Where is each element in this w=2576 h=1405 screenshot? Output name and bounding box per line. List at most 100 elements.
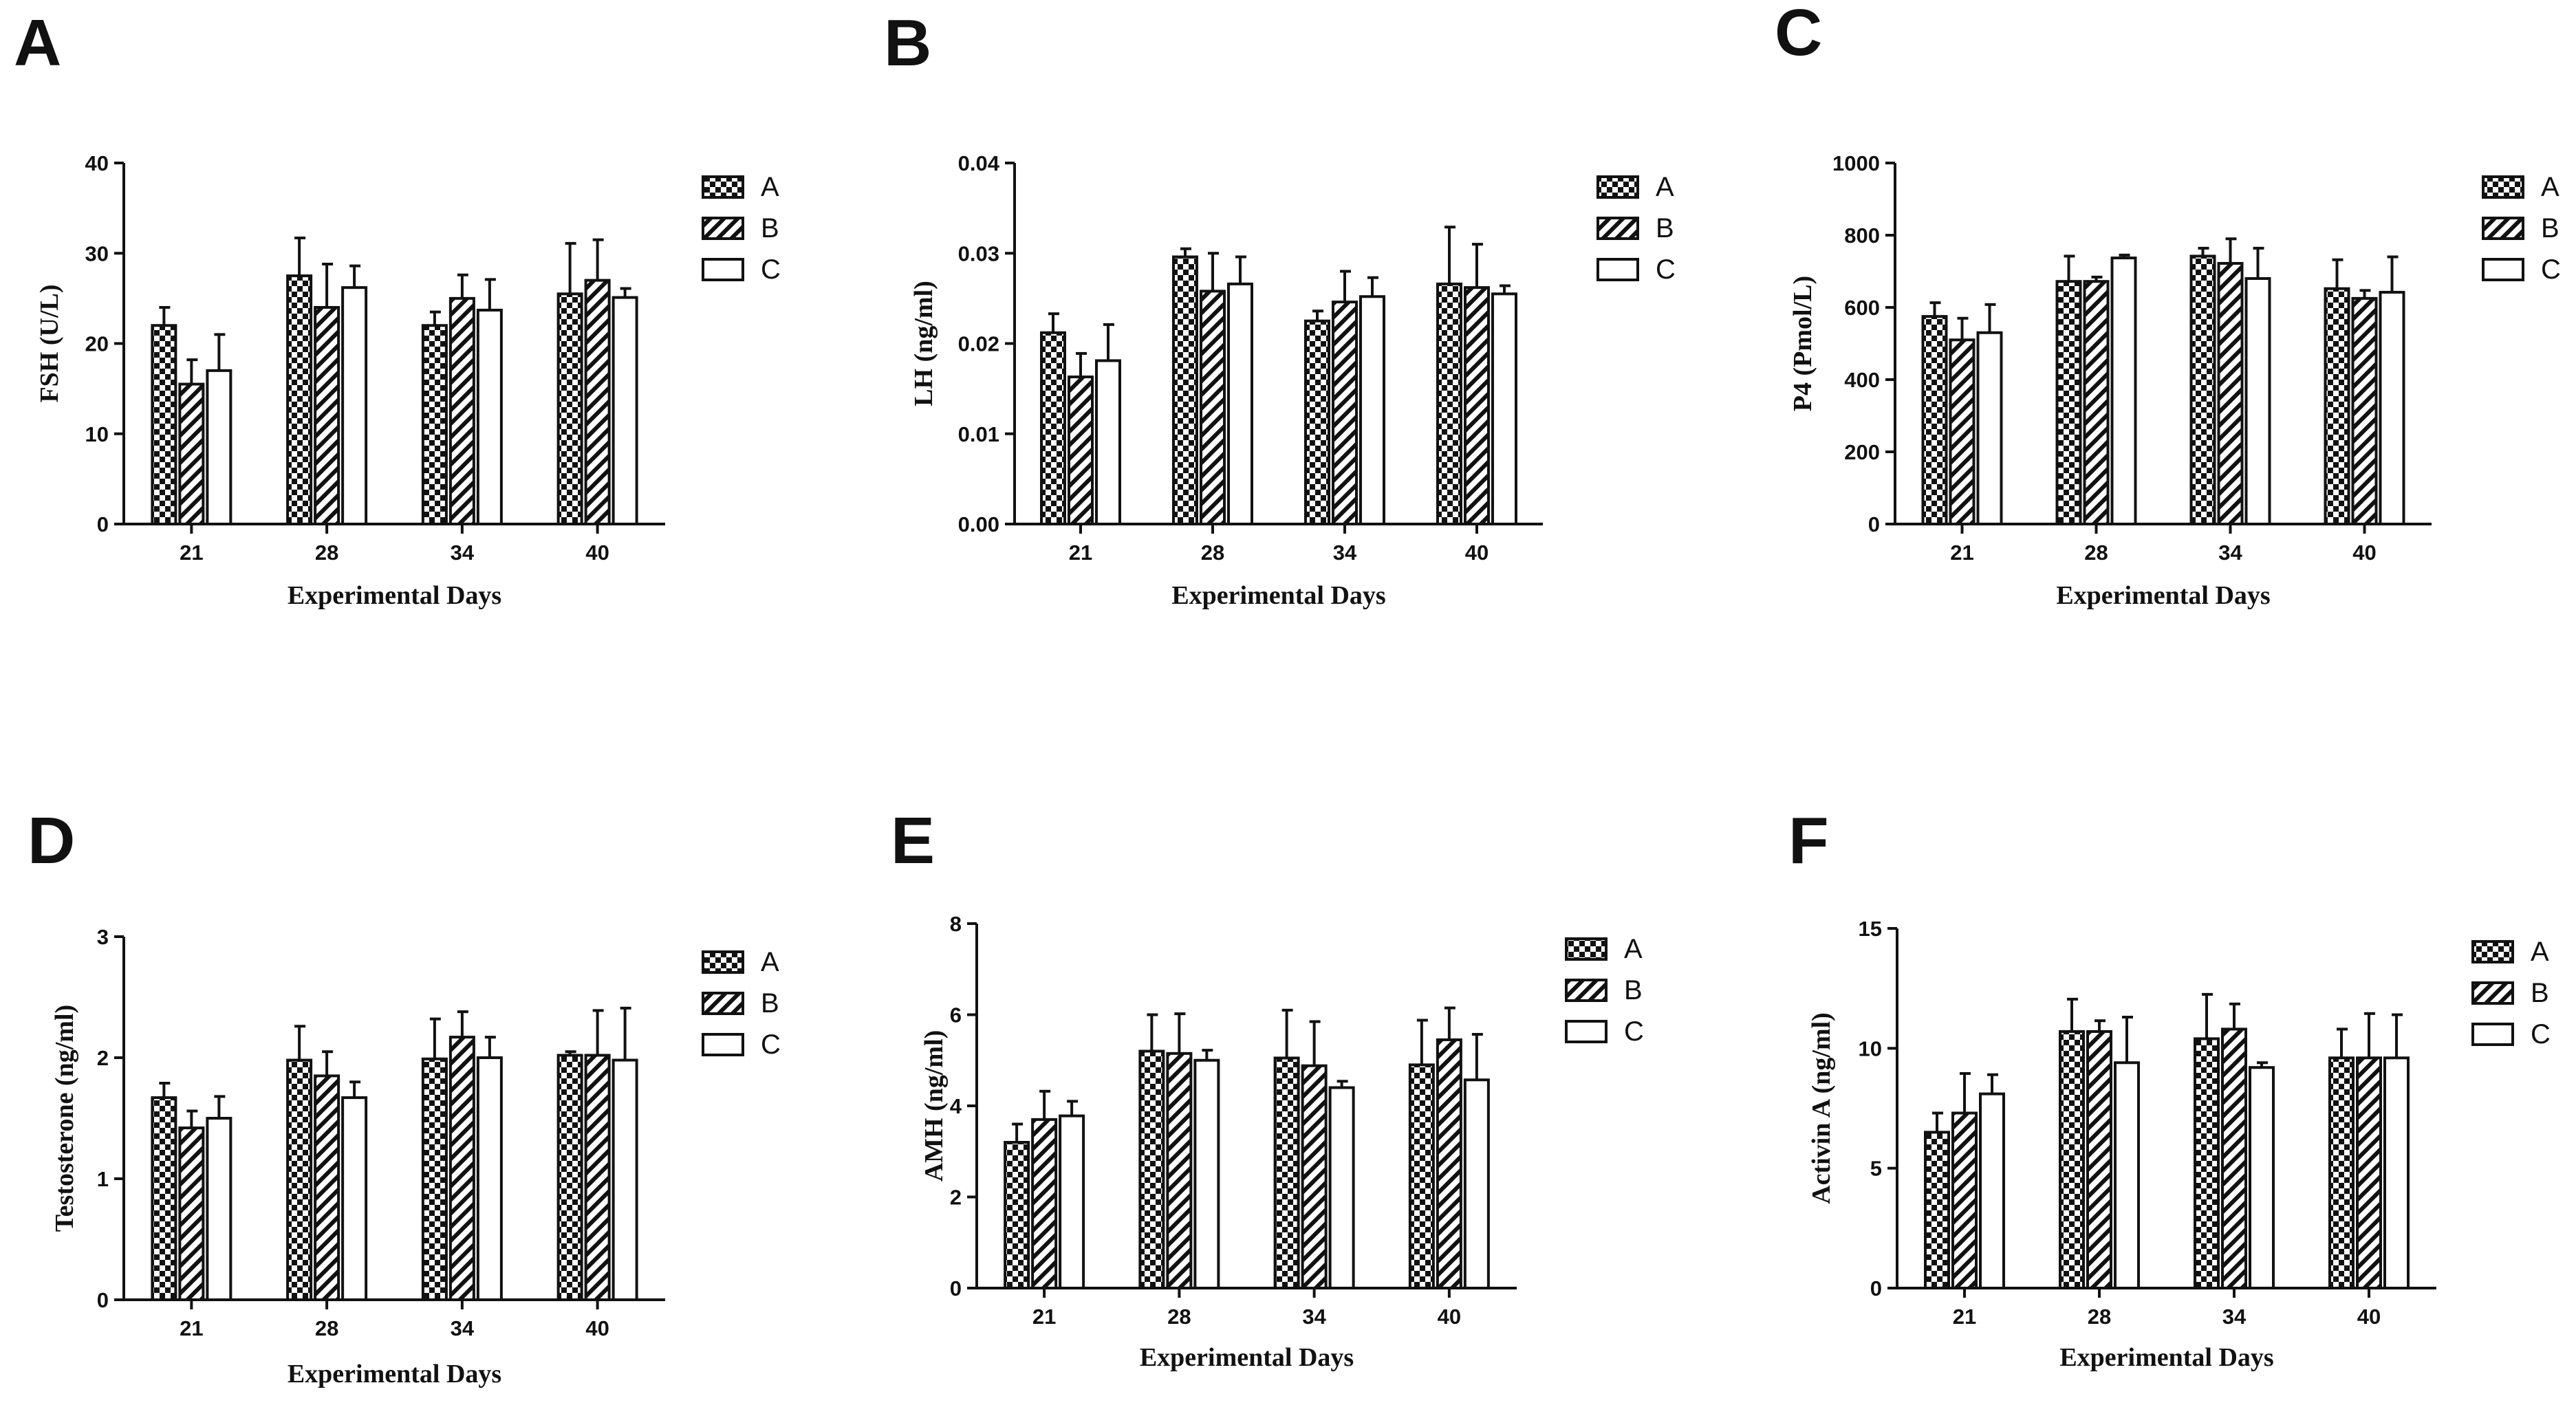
y-axis-title: P4 (Pmol/L) [1788,276,1817,411]
bar-c-40 [611,1058,638,1302]
bar-c-28 [1227,282,1253,525]
x-tick-label: 28 [2084,541,2108,565]
bar-a-21 [151,1096,177,1301]
y-tick-label: 4 [950,1094,962,1118]
y-tick-label: 2 [950,1186,962,1210]
legend-swatch-a [1597,175,1639,199]
bar-b-40 [584,279,611,525]
bar-b-28 [1200,290,1226,525]
chart-panel-b: B 0.00 0.01 0.02 0.03 0.04 21 28 34 40 Experimenta… [884,6,1676,610]
y-tick-label: 0.01 [958,422,999,446]
bar-c-21 [1095,359,1121,525]
legend-swatch-b [702,217,744,240]
y-tick-label: 2 [97,1046,109,1070]
bar-c-21 [1059,1114,1085,1289]
y-tick-label: 0 [97,512,109,536]
bar-a-28 [1172,255,1198,525]
bar-b-40 [1464,286,1490,525]
legend-swatch-c [1565,1020,1608,1043]
bar-a-34 [1304,319,1330,525]
x-tick-label: 34 [1302,1305,1326,1329]
legend-swatch-b [1597,217,1639,240]
bar-b-21 [1068,375,1094,525]
bar-a-34 [421,324,448,525]
legend-label: C [761,1030,781,1060]
y-tick-label: 400 [1844,368,1880,392]
panel-letter: E [891,804,935,878]
x-tick-label: 21 [1950,541,1973,565]
y-tick-label: 0.02 [958,332,999,356]
y-tick-label: 1 [97,1167,109,1191]
y-tick-label: 600 [1844,296,1880,320]
x-tick-label: 34 [451,541,475,565]
bar-c-40 [2383,1056,2410,1290]
bar-b-34 [1332,301,1358,525]
x-axis-title: Experimental Days [1171,581,1385,610]
bar-b-21 [1951,1111,1978,1290]
legend-swatch-a [2471,940,2514,963]
bar-a-40 [1408,1063,1435,1289]
x-tick-label: 40 [1438,1305,1461,1329]
panel-letter: B [884,6,931,80]
bar-b-28 [2083,280,2110,525]
y-tick-label: 1000 [1832,151,1880,175]
y-axis-title: LH (ng/ml) [909,281,938,406]
bar-c-28 [341,1096,368,1301]
bar-a-34 [2194,1037,2220,1290]
bar-b-28 [314,306,340,525]
legend-label: A [761,947,779,977]
legend-swatch-a [702,950,744,974]
legend-label: A [2541,172,2559,202]
bar-a-28 [1138,1049,1165,1289]
panel-letter: D [28,804,75,878]
bar-a-21 [1004,1141,1030,1289]
bar-c-34 [2244,277,2271,525]
y-tick-label: 0 [97,1288,109,1312]
x-axis-title: Experimental Days [2059,1343,2273,1372]
legend: ABC [2482,172,2561,285]
y-tick-label: 40 [85,151,109,175]
chart-panel-a: A 0 10 20 30 40 21 28 34 40 Experimental Days FSH (… [14,6,781,610]
bar-c-34 [476,308,503,525]
x-axis-title: Experimental Days [2056,581,2270,610]
bar-b-28 [1166,1052,1193,1289]
chart-panel-c: C 0 200 400 600 800 1000 21 28 34 40 Experimental D… [1775,0,2561,610]
bar-b-34 [2221,1027,2247,1289]
legend-swatch-c [702,258,744,281]
y-tick-label: 800 [1844,224,1880,248]
legend-swatch-a [1565,937,1608,961]
bar-c-28 [341,286,368,525]
x-tick-label: 21 [1069,541,1092,565]
legend: ABC [1597,172,1676,285]
y-tick-label: 20 [85,332,109,356]
bar-c-28 [1193,1058,1220,1289]
bar-c-34 [2249,1066,2275,1290]
y-tick-label: 10 [85,422,109,446]
x-tick-label: 34 [2218,541,2242,565]
x-axis-title: Experimental Days [288,581,501,610]
bar-c-40 [1491,292,1517,525]
x-tick-label: 21 [180,1316,203,1340]
legend-label: A [2531,937,2549,967]
x-tick-label: 28 [315,1316,338,1340]
legend-label: C [2531,1019,2551,1049]
legend: ABC [2471,937,2551,1049]
bar-a-40 [556,292,583,525]
y-tick-label: 6 [950,1003,962,1027]
y-tick-label: 200 [1844,440,1880,464]
y-axis-title: Activin A (ng/ml) [1807,1012,1836,1204]
bar-b-40 [2351,296,2378,525]
bar-c-21 [206,369,232,525]
chart-panel-e: E 0 2 4 6 8 21 28 34 40 Experimental Days AMH (ng/m… [891,804,1644,1372]
legend-swatch-a [2482,175,2524,199]
bar-b-21 [178,382,205,525]
bar-b-34 [448,296,475,525]
x-tick-label: 21 [1032,1305,1056,1329]
legend-label: B [761,988,779,1019]
bar-b-40 [2356,1056,2382,1290]
x-tick-label: 28 [2088,1305,2111,1329]
x-tick-label: 40 [1465,541,1489,565]
y-tick-label: 3 [97,925,109,949]
legend-swatch-c [1597,258,1639,281]
